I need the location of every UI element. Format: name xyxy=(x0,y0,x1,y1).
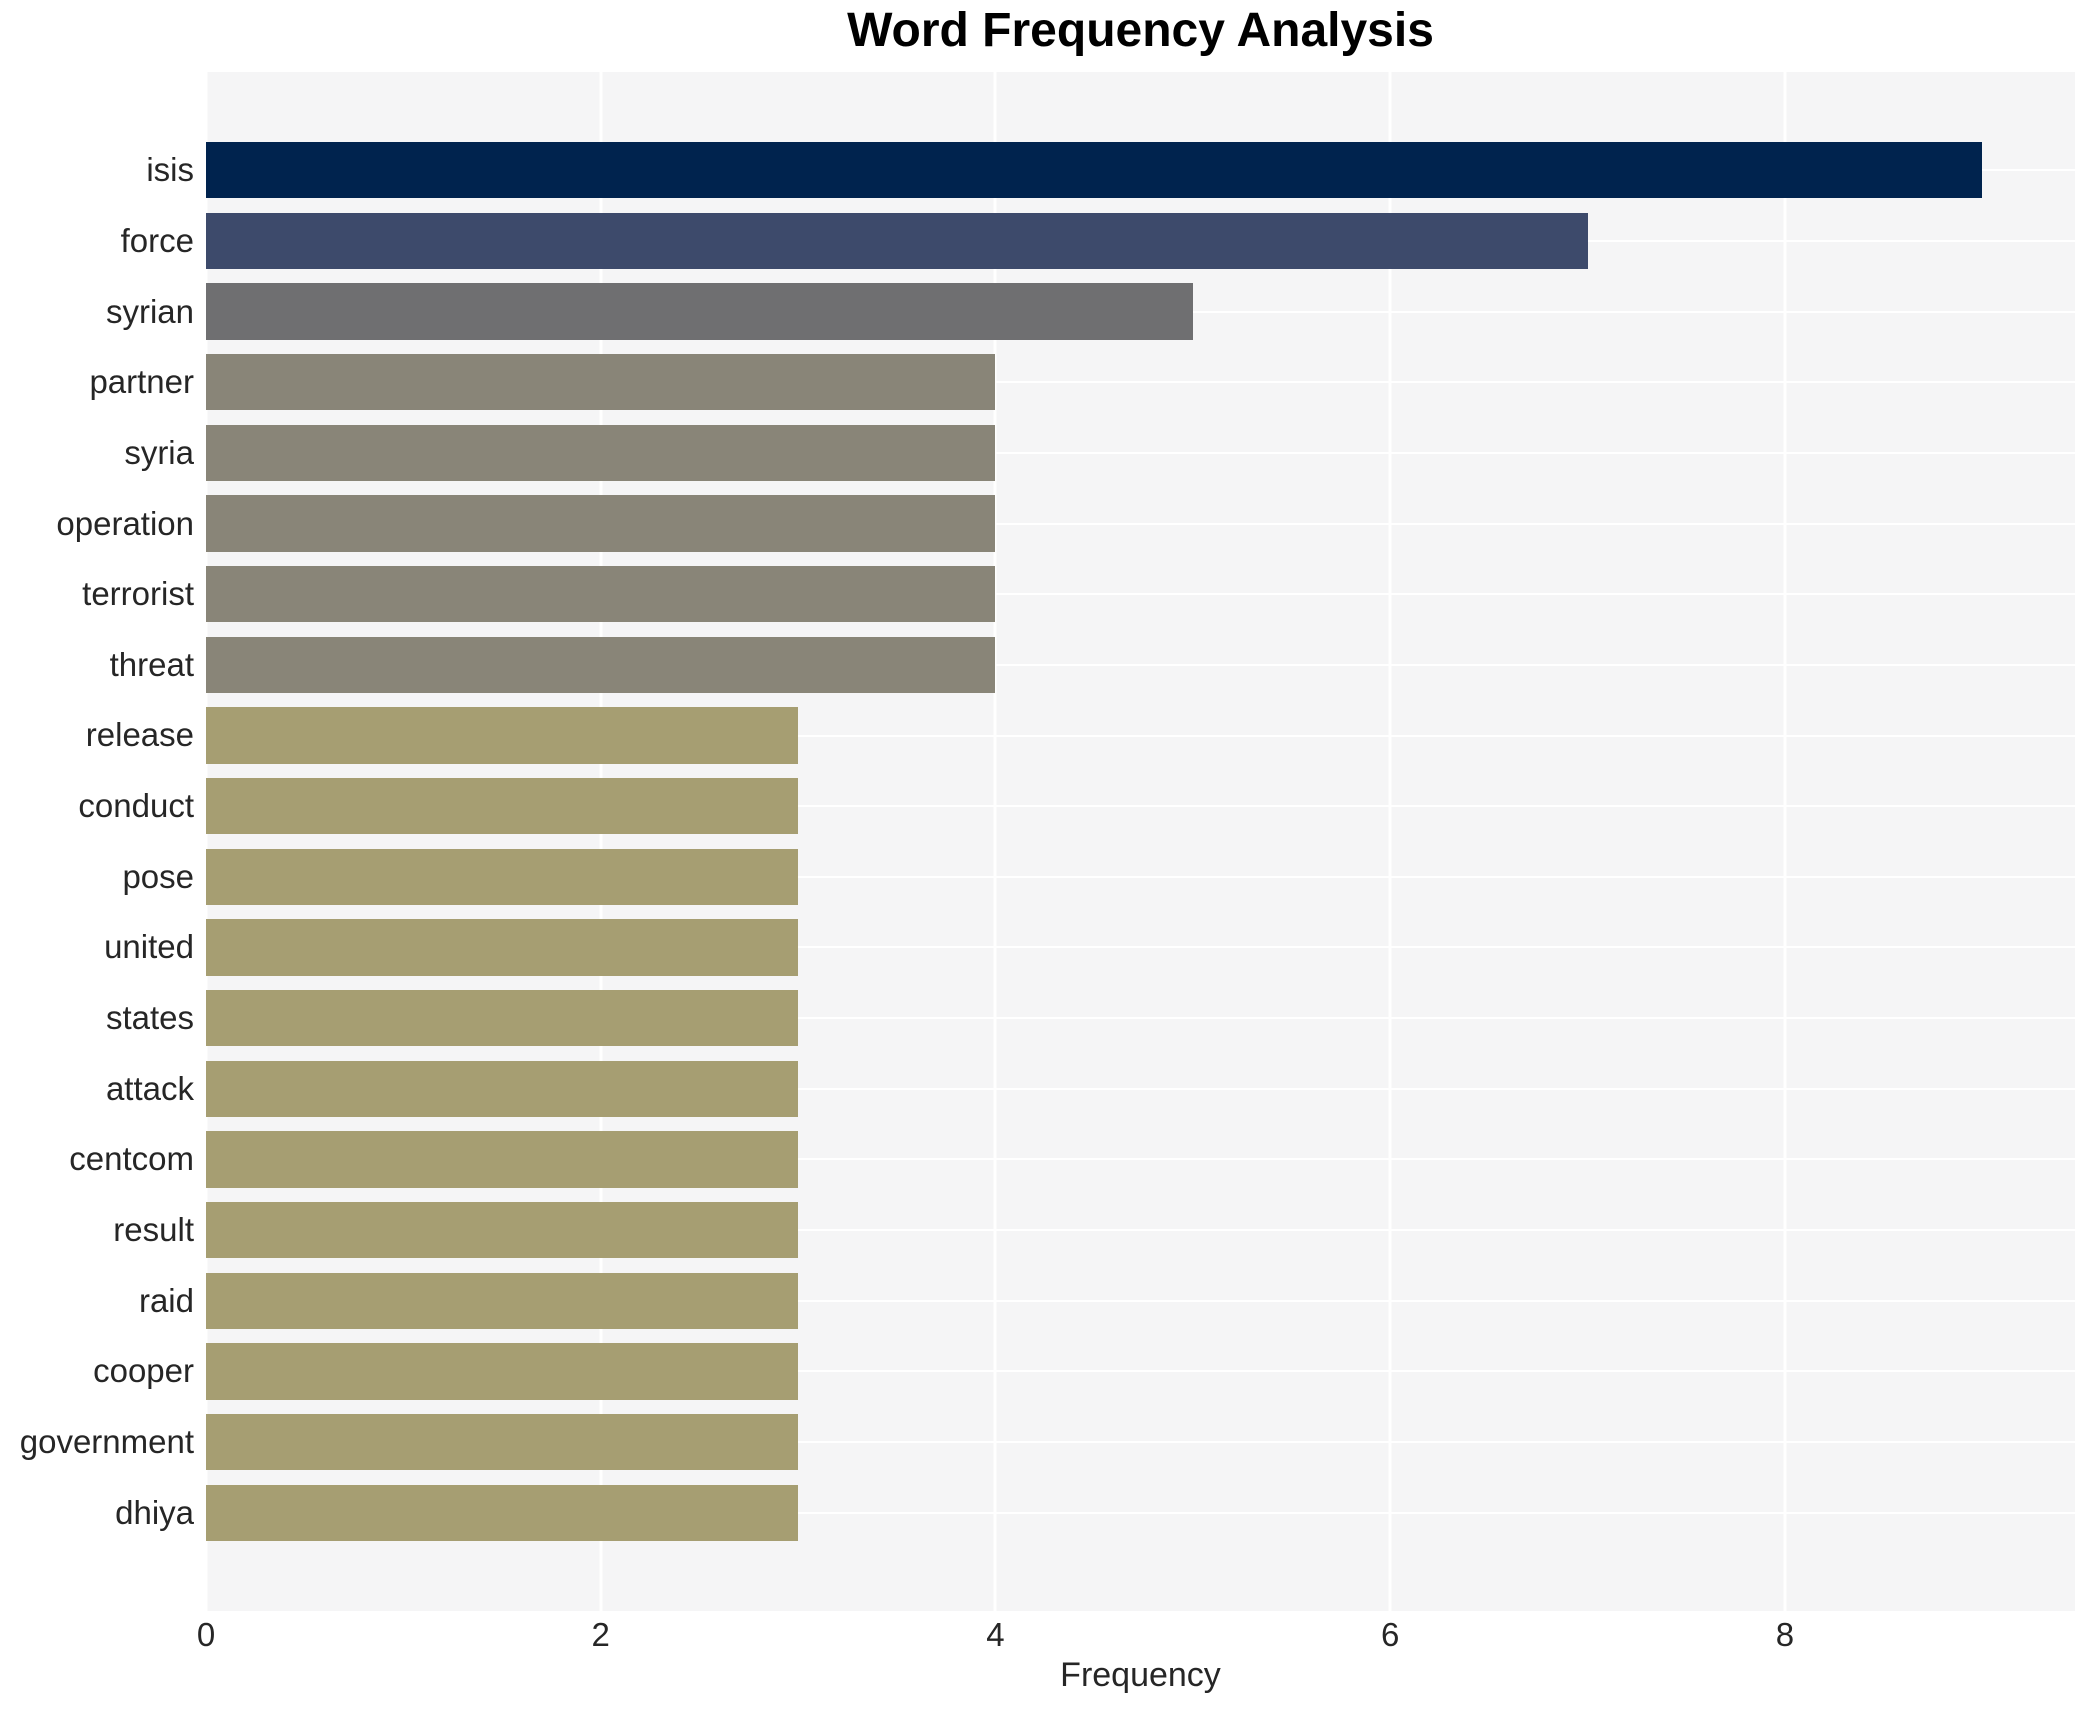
bar-attack xyxy=(206,1060,799,1118)
h-gridline xyxy=(206,1158,2075,1161)
h-gridline xyxy=(206,1229,2075,1232)
bar-syrian xyxy=(206,283,1193,340)
x-tick-label-8: 8 xyxy=(1775,1616,1795,1653)
bar-partner xyxy=(206,353,996,411)
h-gridline xyxy=(206,451,2075,454)
h-gridline xyxy=(206,946,2075,949)
bar-force xyxy=(206,212,1588,270)
h-gridline xyxy=(206,593,2075,596)
h-gridline xyxy=(206,805,2075,808)
v-gridline xyxy=(206,72,208,1611)
bar-government xyxy=(206,1413,799,1471)
y-tick-label-release: release xyxy=(85,716,194,754)
y-tick-label-syria: syria xyxy=(124,433,194,471)
y-tick-label-terrorist: terrorist xyxy=(82,575,194,613)
v-gridline xyxy=(1388,72,1392,1611)
y-tick-label-attack: attack xyxy=(105,1069,194,1107)
h-gridline xyxy=(206,1017,2075,1020)
y-tick-label-operation: operation xyxy=(56,504,194,542)
x-tick-label-2: 2 xyxy=(591,1616,610,1653)
bar-syria xyxy=(206,424,996,482)
bar-united xyxy=(206,919,799,976)
x-tick-label-4: 4 xyxy=(986,1616,1005,1653)
y-tick-label-isis: isis xyxy=(146,151,194,189)
h-gridline xyxy=(206,734,2075,737)
h-gridline xyxy=(206,875,2075,878)
bar-dhiya xyxy=(206,1484,799,1542)
plot-area xyxy=(206,72,2075,1611)
y-tick-label-pose: pose xyxy=(122,857,194,895)
y-tick-label-centcom: centcom xyxy=(69,1140,194,1178)
bar-centcom xyxy=(206,1131,799,1188)
h-gridline xyxy=(206,1370,2075,1373)
v-gridline xyxy=(993,72,997,1611)
y-tick-label-united: united xyxy=(104,928,194,966)
bar-terrorist xyxy=(206,565,996,623)
bar-result xyxy=(206,1201,799,1259)
y-tick-label-partner: partner xyxy=(89,363,194,401)
h-gridline xyxy=(206,663,2075,666)
h-gridline xyxy=(206,1299,2075,1302)
bar-states xyxy=(206,989,799,1047)
bar-release xyxy=(206,707,799,764)
h-gridline xyxy=(206,1511,2075,1514)
y-tick-label-result: result xyxy=(113,1211,194,1249)
x-axis-title: Frequency xyxy=(1060,1656,1221,1694)
bar-conduct xyxy=(206,777,799,835)
y-tick-label-conduct: conduct xyxy=(78,787,194,825)
bar-raid xyxy=(206,1272,799,1330)
h-gridline xyxy=(206,1441,2075,1444)
y-tick-label-government: government xyxy=(19,1423,194,1461)
y-tick-label-cooper: cooper xyxy=(93,1352,194,1390)
y-tick-label-dhiya: dhiya xyxy=(115,1493,194,1531)
bar-pose xyxy=(206,848,799,906)
y-tick-label-syrian: syrian xyxy=(105,292,194,330)
chart-title: Word Frequency Analysis xyxy=(847,4,1434,57)
h-gridline xyxy=(206,381,2075,384)
h-gridline xyxy=(206,522,2075,525)
v-gridline xyxy=(1783,72,1787,1611)
bar-cooper xyxy=(206,1343,799,1400)
y-tick-label-states: states xyxy=(105,999,194,1037)
h-gridline xyxy=(206,1087,2075,1090)
y-tick-label-threat: threat xyxy=(109,645,194,683)
bar-operation xyxy=(206,495,996,552)
y-tick-label-raid: raid xyxy=(138,1281,194,1319)
x-tick-label-6: 6 xyxy=(1380,1616,1400,1653)
v-gridline xyxy=(599,72,603,1611)
y-tick-label-force: force xyxy=(120,221,194,259)
x-tick-label-0: 0 xyxy=(196,1616,216,1653)
bar-isis xyxy=(206,141,1983,199)
bar-threat xyxy=(206,636,996,694)
